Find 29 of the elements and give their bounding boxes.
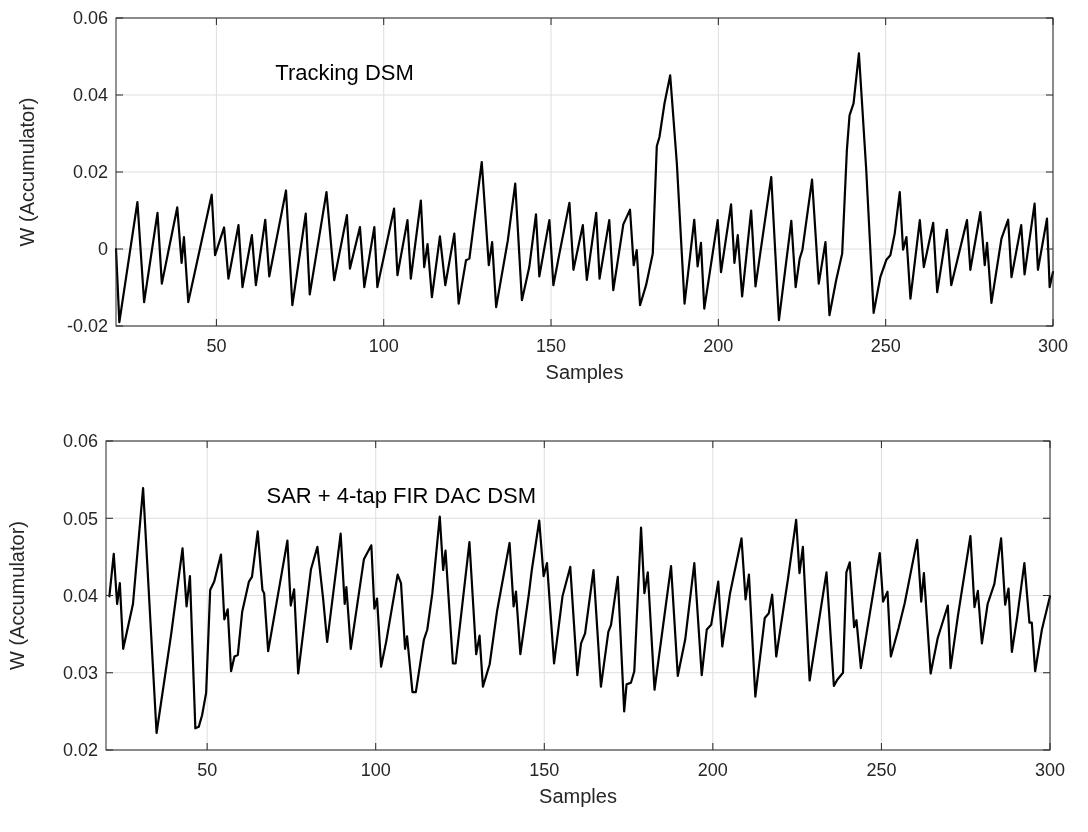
x-axis-title: Samples <box>545 361 624 383</box>
x-tick-label: 100 <box>360 760 391 780</box>
x-tick-label: 200 <box>703 336 734 356</box>
x-tick-label: 250 <box>866 760 897 780</box>
y-tick-label: 0 <box>97 239 108 260</box>
y-tick-label: 0.02 <box>72 162 108 183</box>
x-tick-label: 150 <box>536 336 567 356</box>
y-tick-label: 0.04 <box>62 585 98 606</box>
x-axis-title: Samples <box>539 785 617 807</box>
x-tick-label: 100 <box>368 336 399 356</box>
annotation: Tracking DSM <box>275 59 414 85</box>
x-tick-label: 50 <box>197 760 218 780</box>
line-series <box>108 487 1052 735</box>
y-tick-label: 0.06 <box>62 431 98 452</box>
annotation: SAR + 4-tap FIR DAC DSM <box>266 482 537 508</box>
y-tick-label: -0.02 <box>66 316 108 337</box>
y-axis-title: W (Accumulator) <box>16 97 38 247</box>
x-tick-label: 200 <box>697 760 728 780</box>
x-tick-label: 250 <box>870 336 901 356</box>
y-tick-label: 0.06 <box>72 8 108 29</box>
x-tick-label: 50 <box>206 336 227 356</box>
x-tick-label: 300 <box>1034 760 1066 780</box>
y-tick-label: 0.04 <box>72 85 108 106</box>
x-tick-label: 150 <box>529 760 560 780</box>
y-tick-label: 0.02 <box>62 740 98 761</box>
y-axis-title: W (Accumulator) <box>6 521 28 670</box>
y-tick-label: 0.03 <box>62 663 98 684</box>
x-tick-label: 300 <box>1037 336 1069 356</box>
y-tick-label: 0.05 <box>62 508 98 529</box>
